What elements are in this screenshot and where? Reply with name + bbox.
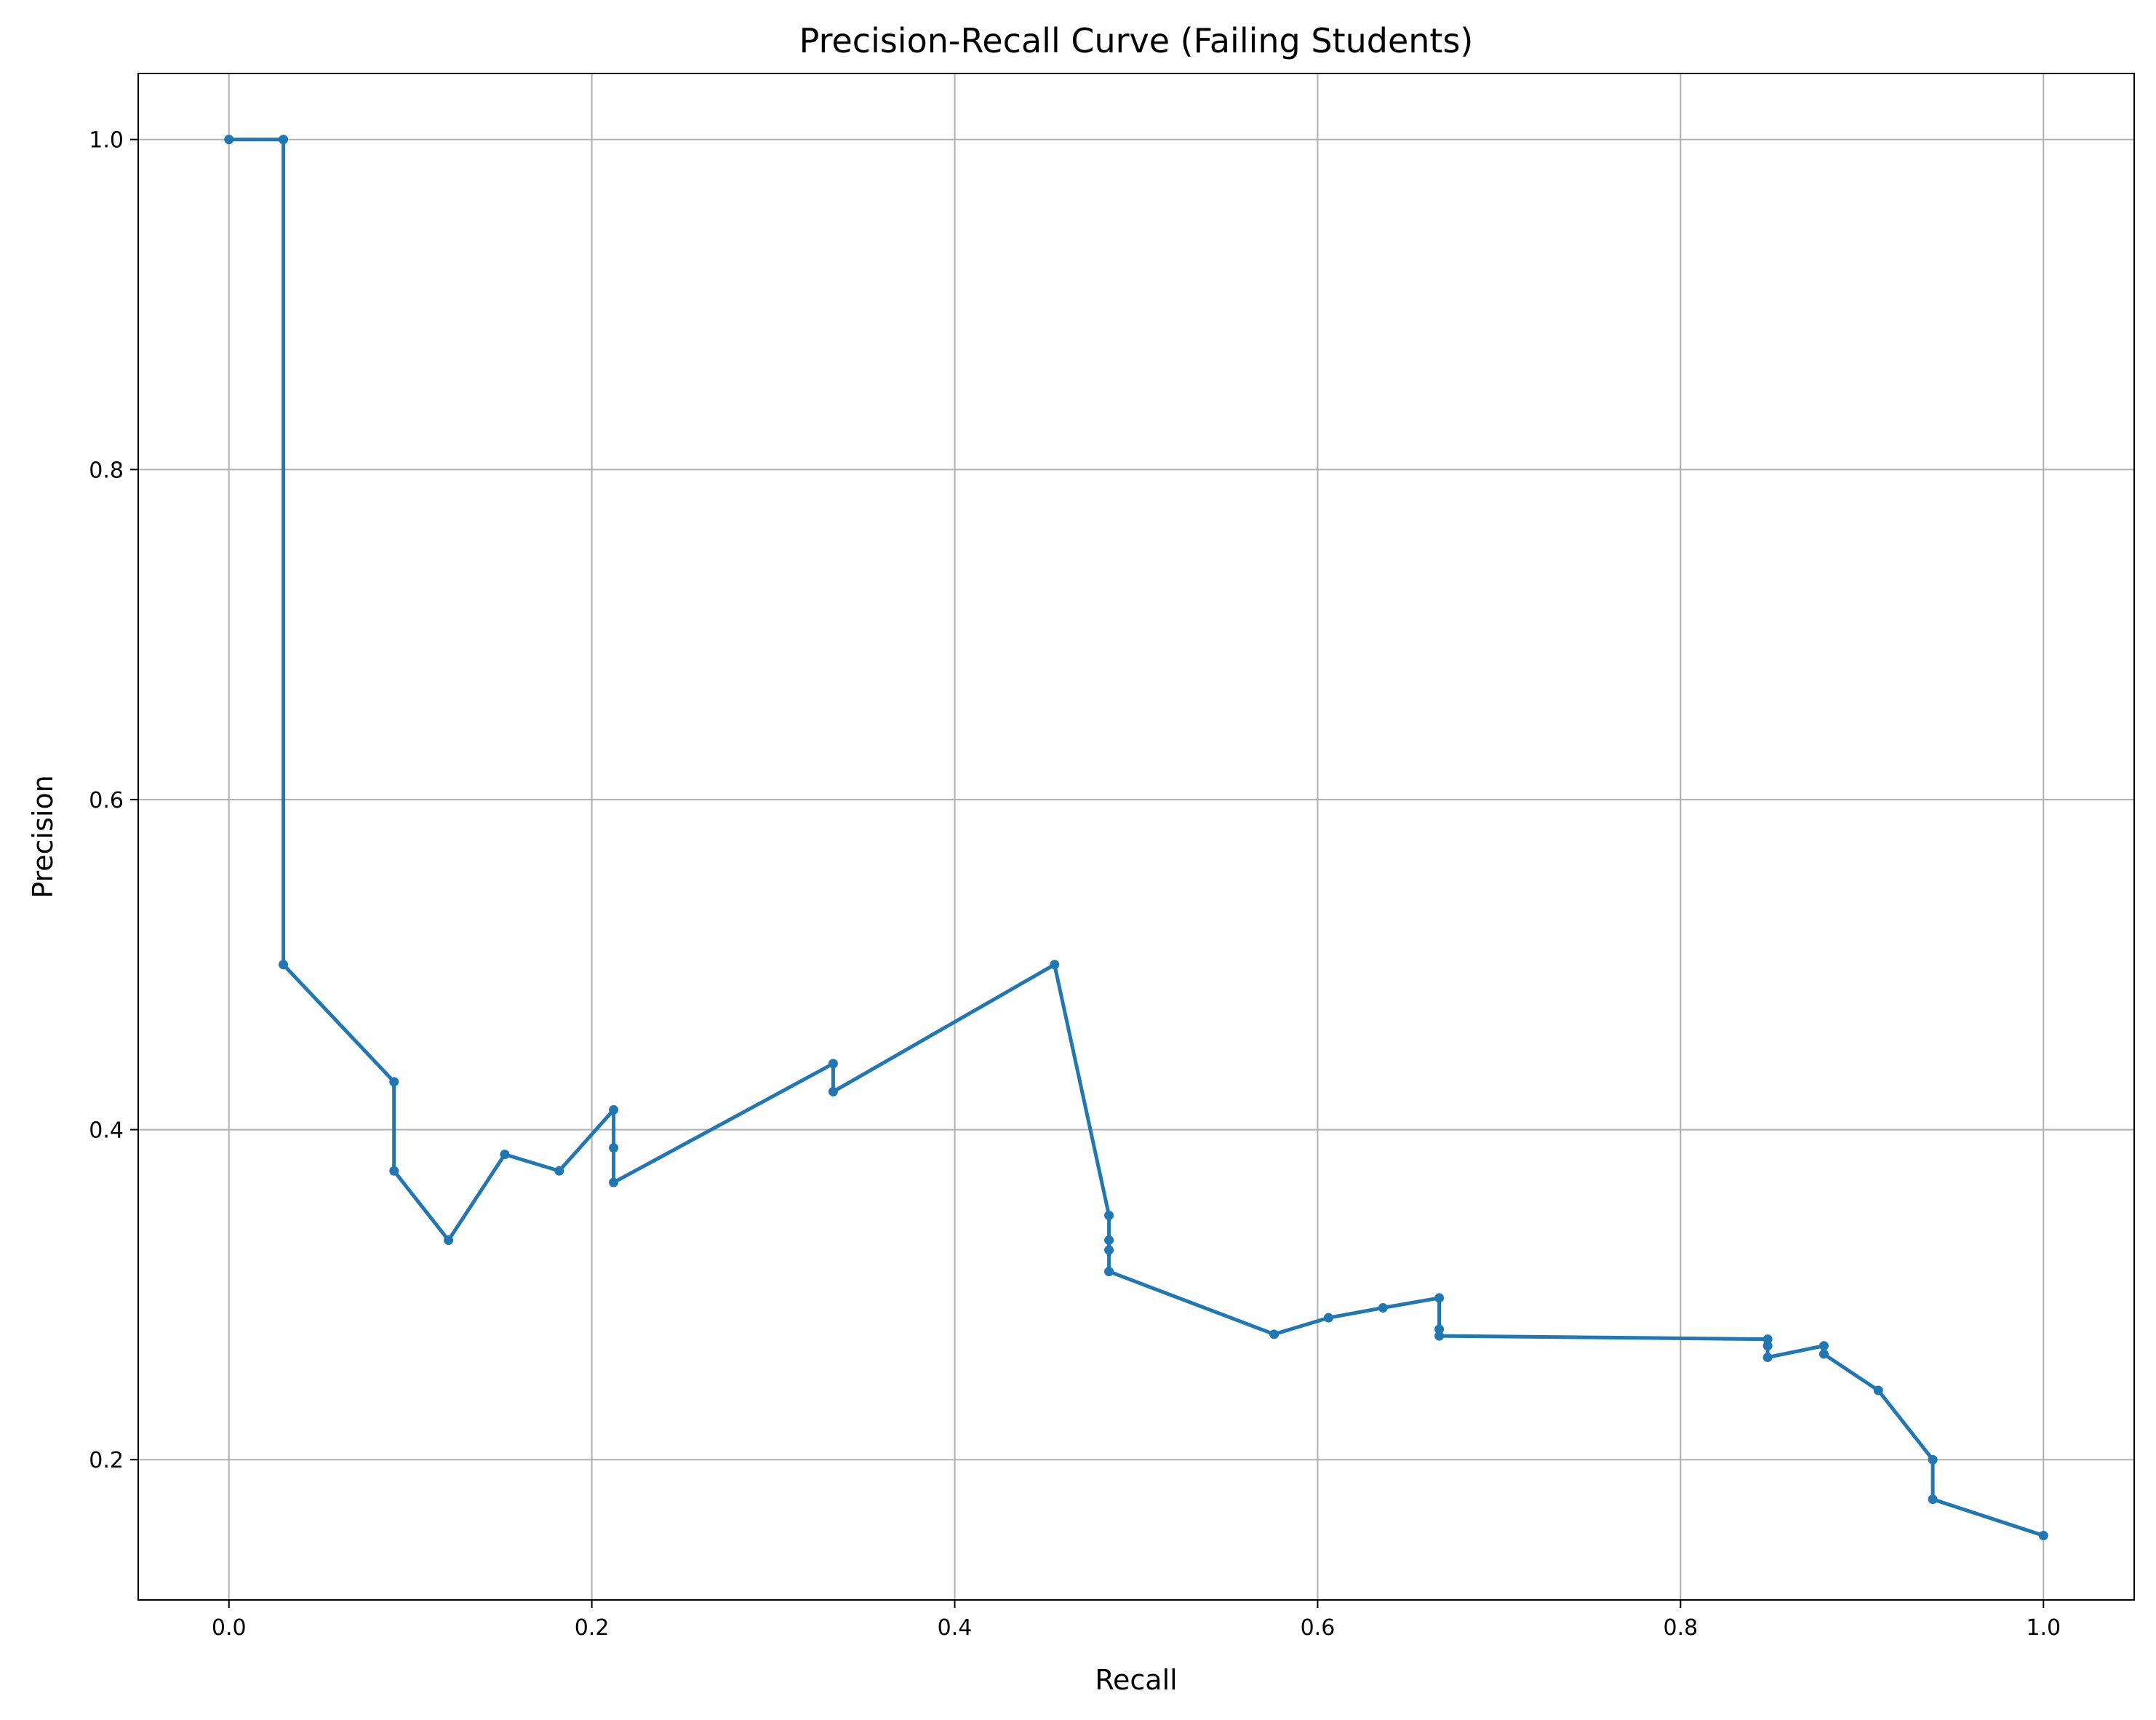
pr-curve-point [389,1077,399,1087]
pr-curve-point [224,135,234,145]
pr-curve-point [279,135,289,145]
pr-curve-point [554,1166,564,1176]
pr-curve-point [1104,1235,1114,1246]
pr-curve-point [1104,1211,1114,1221]
y-tick-label: 0.6 [89,788,124,813]
x-tick-label: 0.4 [938,1615,973,1641]
x-tick-label: 0.8 [1664,1615,1698,1641]
x-tick-label: 0.6 [1301,1615,1335,1641]
pr-curve-point [2038,1531,2048,1541]
pr-curve-point [1434,1324,1445,1334]
plot-background [138,73,2134,1600]
pr-curve-point [1928,1454,1938,1465]
pr-curve-point [1323,1313,1333,1323]
pr-curve-point [389,1166,399,1176]
pr-curve-point [279,960,289,970]
pr-curve-point [1873,1385,1883,1395]
pr-curve-point [500,1150,510,1160]
x-tick-label: 0.0 [212,1615,247,1641]
pr-curve-point [1050,960,1060,970]
pr-curve-point [1434,1293,1445,1303]
y-axis-label: Precision [27,775,59,899]
pr-curve-point [609,1177,619,1187]
pr-curve-point [1378,1303,1388,1313]
y-tick-label: 0.8 [89,458,124,483]
pr-curve-point [1269,1329,1279,1339]
pr-curve-point [1928,1494,1938,1505]
grid-lines [138,73,2134,1600]
pr-curve-point [1762,1334,1773,1345]
pr-curve-point [1104,1245,1114,1255]
pr-curve-point [828,1086,838,1096]
pr-curve-point [1104,1267,1114,1277]
pr-curve-point [444,1235,454,1246]
y-tick-label: 1.0 [89,128,124,154]
chart-title: Precision-Recall Curve (Failing Students… [799,21,1474,60]
pr-curve-point [1762,1353,1773,1363]
data-series [224,135,2048,1541]
x-tick-label: 1.0 [2026,1615,2061,1641]
y-tick-label: 0.2 [89,1448,124,1473]
y-tick-label: 0.4 [89,1118,124,1144]
pr-curve-point [1818,1341,1829,1351]
pr-curve-point [609,1143,619,1153]
pr-curve-point [828,1059,838,1069]
pr-curve-point [1434,1331,1445,1341]
pr-curve-point [609,1104,619,1115]
axis-ticks: 0.0 0.2 0.4 0.6 0.8 1.0 0.2 0.4 0.6 0.8 1.0 [89,128,2061,1641]
plot-frame [137,73,2135,1601]
x-tick-label: 0.2 [575,1615,610,1641]
pr-curve-point [1762,1341,1773,1351]
x-axis-label: Recall [1095,1664,1177,1696]
pr-curve-point [1818,1349,1829,1359]
